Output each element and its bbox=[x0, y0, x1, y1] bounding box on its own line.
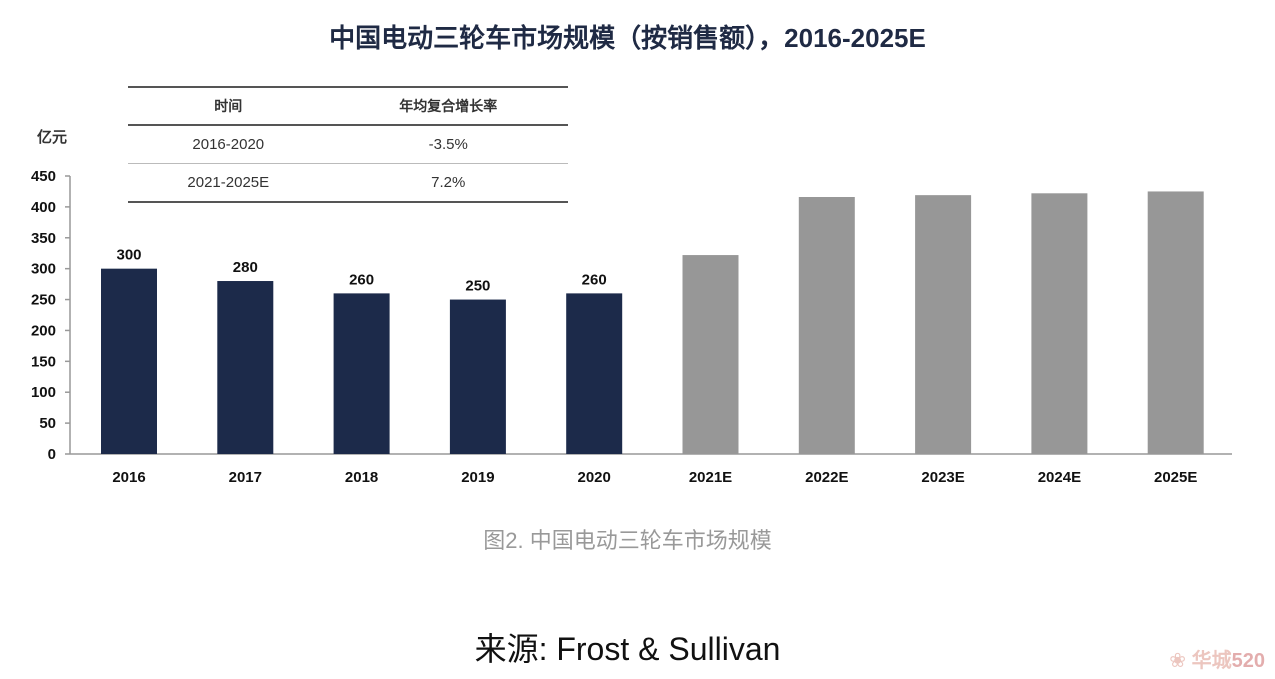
table-cell: 2016-2020 bbox=[128, 125, 329, 164]
table-header: 年均复合增长率 bbox=[328, 86, 568, 126]
bar-2025E bbox=[1147, 191, 1204, 454]
x-tick-label: 2018 bbox=[345, 469, 378, 486]
source-note: 来源: Frost & Sullivan bbox=[474, 631, 781, 667]
bar-2022E bbox=[798, 197, 855, 454]
y-tick-label: 250 bbox=[31, 292, 56, 309]
x-tick-label: 2020 bbox=[578, 469, 611, 486]
table-row: 2016-2020 -3.5% bbox=[128, 125, 568, 164]
data-label: 260 bbox=[349, 271, 374, 288]
table-header-row: 时间 年均复合增长率 bbox=[128, 86, 568, 126]
data-label: 300 bbox=[116, 247, 141, 264]
y-tick-label: 100 bbox=[31, 384, 56, 401]
y-tick-label: 450 bbox=[31, 168, 56, 185]
bar-2019 bbox=[449, 299, 506, 454]
bar-2024E bbox=[1031, 193, 1088, 454]
x-tick-label: 2025E bbox=[1154, 469, 1197, 486]
table-cell: 2021-2025E bbox=[128, 163, 329, 203]
bar-chart: 0 50 100 150 200 250 300 350 400 450 2016 300 2017 28… bbox=[31, 168, 1232, 486]
y-tick-label: 200 bbox=[31, 322, 56, 339]
table-row: 2021-2025E 7.2% bbox=[128, 163, 568, 203]
y-axis-unit: 亿元 bbox=[37, 128, 68, 146]
x-tick-label: 2023E bbox=[921, 469, 964, 486]
x-tick-label: 2016 bbox=[112, 469, 145, 486]
watermark-logo: ❀ 华城520 bbox=[1169, 650, 1265, 672]
bar-2021E bbox=[682, 255, 739, 454]
chart-title: 中国电动三轮车市场规模（按销售额），2016-2025E bbox=[329, 23, 926, 53]
data-label: 250 bbox=[465, 278, 490, 295]
bar-2018 bbox=[333, 293, 390, 454]
x-tick-label: 2021E bbox=[689, 469, 732, 486]
bar-2023E bbox=[915, 195, 972, 454]
y-tick-label: 400 bbox=[31, 199, 56, 216]
x-tick-label: 2017 bbox=[229, 469, 262, 486]
figure-caption: 图2. 中国电动三轮车市场规模 bbox=[483, 528, 772, 553]
table-header: 时间 bbox=[128, 86, 329, 126]
table-cell: 7.2% bbox=[328, 163, 568, 203]
y-tick-label: 350 bbox=[31, 230, 56, 247]
bar-2017 bbox=[217, 281, 274, 454]
y-tick-label: 150 bbox=[31, 353, 56, 370]
y-tick-label: 50 bbox=[39, 415, 56, 432]
data-label: 260 bbox=[582, 271, 607, 288]
y-tick-label: 300 bbox=[31, 261, 56, 278]
cagr-table: 时间 年均复合增长率 2016-2020 -3.5% 2021-2025E 7.… bbox=[128, 86, 568, 203]
x-tick-label: 2019 bbox=[461, 469, 494, 486]
bar-2016 bbox=[101, 268, 157, 454]
bar-2020 bbox=[566, 293, 623, 454]
y-tick-label: 0 bbox=[48, 446, 56, 463]
x-tick-label: 2022E bbox=[805, 469, 848, 486]
table-cell: -3.5% bbox=[328, 125, 568, 164]
data-label: 280 bbox=[233, 259, 258, 276]
x-tick-label: 2024E bbox=[1038, 469, 1081, 486]
